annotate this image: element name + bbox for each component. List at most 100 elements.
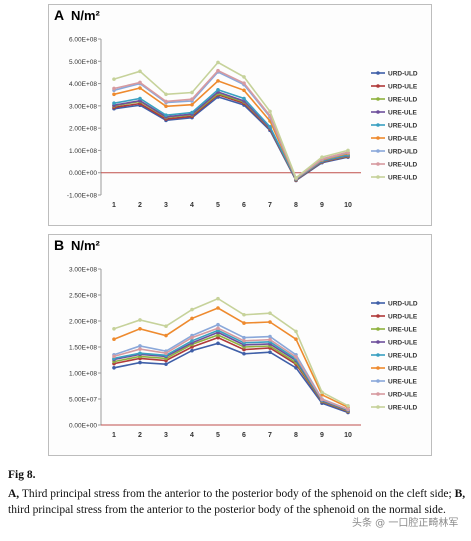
data-point <box>216 335 220 340</box>
legend-marker <box>376 175 380 179</box>
data-point <box>190 348 194 353</box>
data-point <box>138 318 142 322</box>
x-tick-label: 9 <box>320 432 324 439</box>
data-point <box>190 90 194 95</box>
data-point <box>242 335 246 340</box>
legend-label: URE-ULD <box>388 175 418 182</box>
legend-marker <box>376 314 380 318</box>
data-point <box>164 351 168 356</box>
data-point <box>216 322 220 327</box>
legend-marker <box>376 340 380 344</box>
legend-label: URE-ULD <box>388 123 418 130</box>
data-point <box>268 125 272 129</box>
data-point <box>112 77 116 81</box>
x-tick-label: 4 <box>190 432 194 439</box>
legend-label: URD-ULD <box>388 71 418 78</box>
legend-label: URD-ULE <box>388 136 418 143</box>
x-tick-label: 9 <box>320 202 324 209</box>
data-point <box>320 393 324 397</box>
legend-marker <box>376 84 380 88</box>
data-point <box>268 311 272 315</box>
legend-label: URE-ULD <box>388 353 418 360</box>
legend-marker <box>376 110 380 114</box>
series-line-3 <box>113 334 349 412</box>
y-tick-label: 0.00E+00 <box>69 170 97 177</box>
data-point <box>216 79 220 83</box>
figure-label: Fig 8. <box>8 469 36 481</box>
y-tick-label: 2.50E+08 <box>69 293 97 300</box>
data-point <box>242 321 246 325</box>
y-tick-label: 1.00E+08 <box>69 148 97 155</box>
data-point <box>138 86 142 90</box>
data-point <box>268 109 272 114</box>
data-point <box>294 176 298 180</box>
legend-label: URD-ULD <box>388 301 418 308</box>
x-tick-label: 5 <box>216 432 220 439</box>
panel-a-letter: A <box>54 7 65 23</box>
series-line-8 <box>113 327 349 411</box>
data-point <box>112 366 116 370</box>
legend-marker <box>376 405 380 409</box>
y-tick-label: 5.00E+08 <box>69 59 97 66</box>
y-tick-label: 3.00E+08 <box>69 103 97 110</box>
series-line-8 <box>113 69 349 180</box>
data-point <box>190 335 194 340</box>
legend-label: URE-ULE <box>388 110 418 117</box>
legend-marker <box>376 136 380 140</box>
y-tick-label: 5.00E+07 <box>69 397 97 404</box>
caption-a-letter: A, <box>8 488 20 500</box>
data-point <box>242 75 246 79</box>
x-tick-label: 10 <box>344 432 352 439</box>
data-point <box>242 81 246 85</box>
data-point <box>164 92 168 97</box>
legend-label: URE-ULE <box>388 327 418 334</box>
data-point <box>112 354 116 359</box>
x-tick-label: 2 <box>138 432 142 439</box>
data-point <box>138 69 142 74</box>
legend-label: URD-ULD <box>388 149 418 156</box>
data-point <box>242 88 246 93</box>
chart-panel-b: B N/m² 0.00E+00 5.00E+07 1.00E+08 1.50E+08 2… <box>48 234 432 456</box>
y-tick-label: -1.00E+08 <box>67 193 98 200</box>
data-point <box>138 80 142 85</box>
data-point <box>190 102 194 107</box>
data-point <box>242 96 246 101</box>
legend-label: URD-ULE <box>388 392 418 399</box>
data-point <box>294 329 298 334</box>
caption-b-text: third principal stress from the anterior… <box>8 504 446 516</box>
legend-marker <box>376 123 380 127</box>
data-point <box>190 338 194 343</box>
legend-marker <box>376 379 380 383</box>
legend-label: URE-ULD <box>388 97 418 104</box>
data-point <box>190 307 194 312</box>
data-point <box>112 92 116 97</box>
x-tick-label: 6 <box>242 202 246 209</box>
legend-marker <box>376 392 380 396</box>
x-tick-label: 8 <box>294 432 298 439</box>
data-point <box>242 312 246 317</box>
data-point <box>112 86 116 91</box>
x-tick-label: 8 <box>294 202 298 209</box>
data-point <box>190 316 194 321</box>
data-point <box>216 68 220 73</box>
legend-label: URE-ULD <box>388 405 418 412</box>
panel-b-letter: B <box>54 237 65 253</box>
legend-marker <box>376 353 380 357</box>
data-point <box>294 366 298 370</box>
data-point <box>242 338 246 343</box>
data-point <box>320 155 324 159</box>
x-tick-label: 4 <box>190 202 194 209</box>
legend-label: URD-ULE <box>388 314 418 321</box>
y-tick-label: 3.00E+08 <box>69 267 97 274</box>
data-point <box>346 148 350 153</box>
data-point <box>242 347 246 352</box>
x-tick-label: 3 <box>164 432 168 439</box>
x-tick-label: 1 <box>112 202 116 209</box>
data-point <box>138 344 142 348</box>
series-line-1 <box>113 342 349 414</box>
data-point <box>216 326 220 331</box>
data-point <box>164 362 168 366</box>
legend-marker <box>376 301 380 305</box>
x-tick-label: 2 <box>138 202 142 209</box>
watermark: 头条 @ 一口腔正畸林军 <box>352 518 459 529</box>
